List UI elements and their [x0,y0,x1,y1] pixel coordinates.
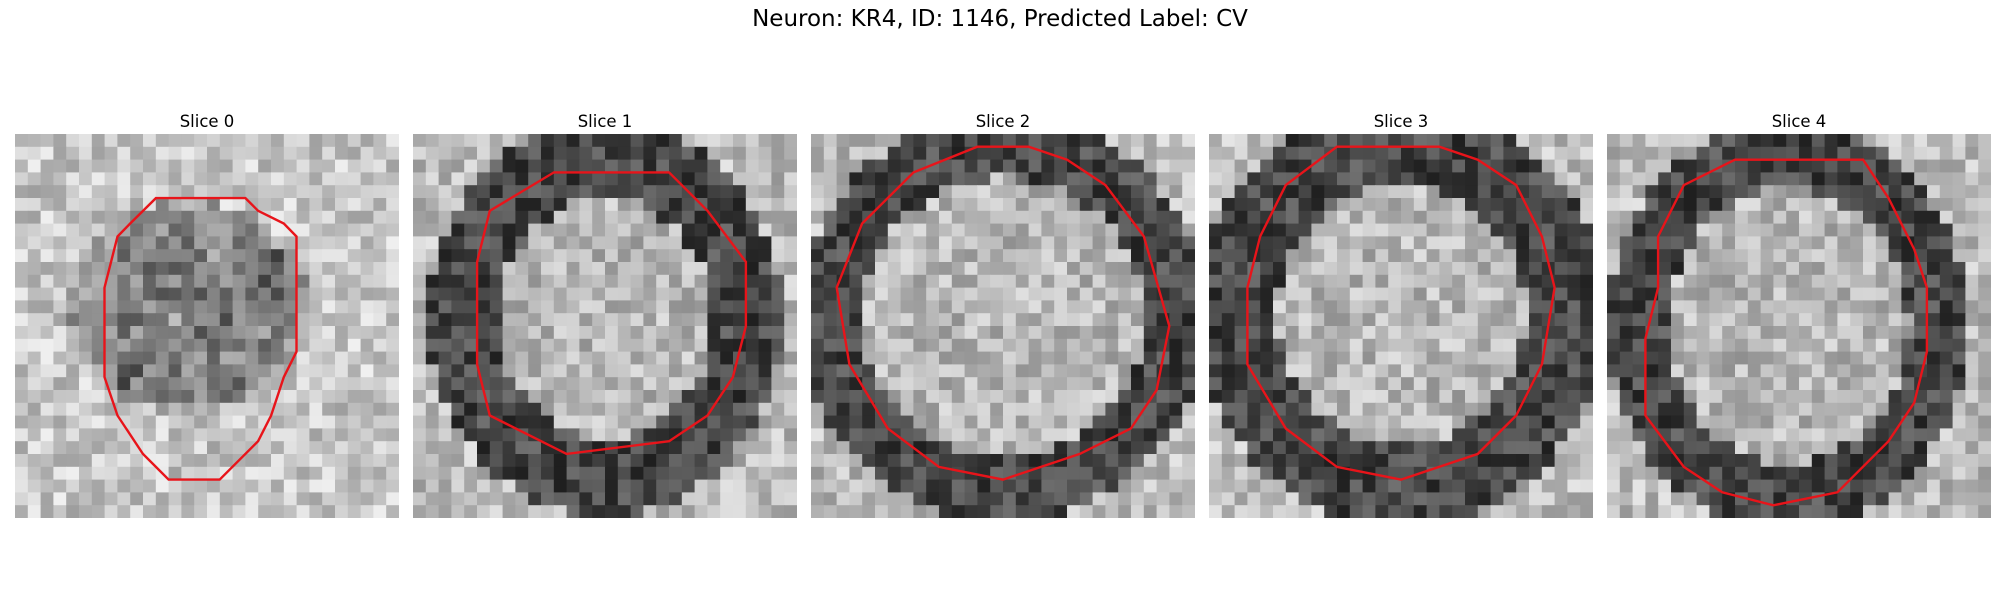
slice-svg [15,134,399,518]
slice-image [15,134,399,518]
slice-svg [1607,134,1991,518]
slice-image [413,134,797,518]
figure-title: Neuron: KR4, ID: 1146, Predicted Label: … [752,6,1248,32]
slice-title: Slice 4 [1771,112,1827,131]
slice-panel-3: Slice 3 [1209,110,1593,518]
slice-title: Slice 1 [577,112,633,131]
slice-svg [413,134,797,518]
slice-image [1209,134,1593,518]
slice-image [1607,134,1991,518]
grayscale-pixels [1607,134,1991,518]
slice-svg [811,134,1195,518]
grayscale-pixels [1209,134,1593,518]
slice-title: Slice 3 [1373,112,1429,131]
segmentation-contour [475,171,748,456]
grayscale-pixels [413,134,797,518]
slice-panel-2: Slice 2 [811,110,1195,518]
segmentation-contour [835,145,1171,481]
slice-title: Slice 0 [179,112,235,131]
segmentation-contour [1246,145,1556,481]
slice-panel-1: Slice 1 [413,110,797,518]
slice-panel-0: Slice 0 [15,110,399,518]
segmentation-contour [1644,158,1929,507]
slice-image [811,134,1195,518]
grayscale-pixels [811,134,1195,518]
slice-title: Slice 2 [975,112,1031,131]
slice-panel-4: Slice 4 [1607,110,1991,518]
slice-svg [1209,134,1593,518]
segmentation-contour [103,196,298,481]
grayscale-pixels [15,134,399,518]
